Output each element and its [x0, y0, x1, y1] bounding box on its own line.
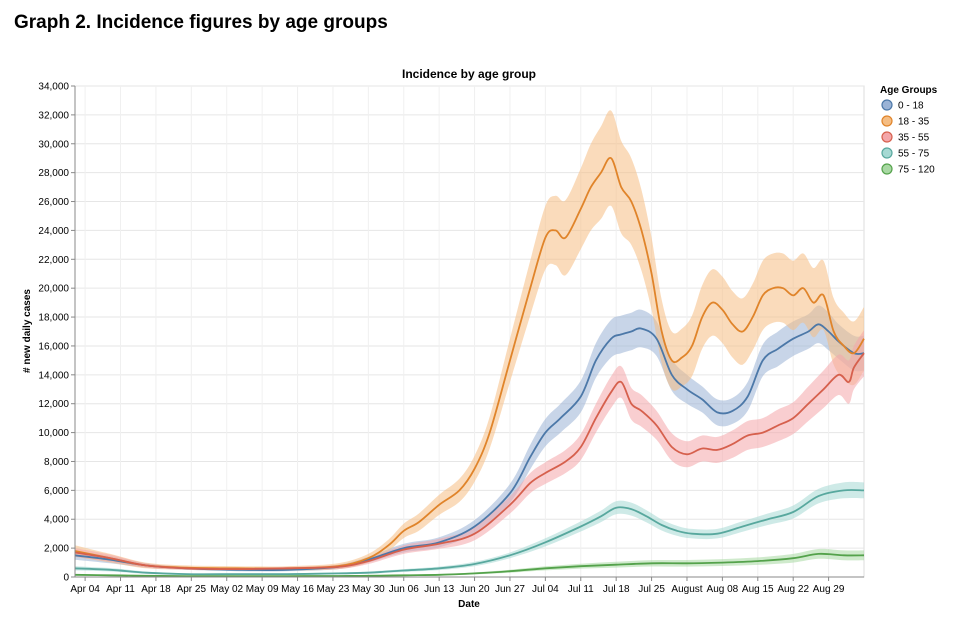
legend-swatch-18-to-35 — [881, 115, 893, 127]
y-axis-title: # new daily cases — [22, 289, 33, 373]
y-tick-label: 32,000 — [38, 110, 69, 121]
x-tick-label: May 30 — [352, 584, 385, 595]
x-tick-label: Apr 11 — [106, 584, 135, 595]
x-tick-label: Jun 20 — [460, 584, 490, 595]
y-tick-label: 26,000 — [38, 197, 69, 208]
y-tick-label: 34,000 — [38, 82, 69, 93]
line-55-to-75 — [74, 489, 865, 576]
y-tick-label: 20,000 — [38, 284, 69, 295]
legend-label-35-to-55: 35 - 55 — [898, 133, 930, 144]
y-tick-label: 6,000 — [44, 486, 69, 497]
legend-label-0-to-18: 0 - 18 — [898, 101, 924, 112]
legend: Age Groups 0 - 18 18 - 35 35 - 55 55 - 75 75… — [880, 85, 938, 176]
line-35-to-55 — [74, 352, 865, 571]
y-tick-label: 2,000 — [44, 544, 69, 555]
x-tick-label: Jul 04 — [532, 584, 559, 595]
y-tick-label: 22,000 — [38, 255, 69, 266]
line-18-to-35 — [74, 157, 865, 570]
x-tick-label: Jul 18 — [603, 584, 630, 595]
x-tick-label: Aug 15 — [742, 584, 774, 595]
legend-swatch-75-to-120 — [881, 163, 893, 175]
x-tick-label: May 23 — [317, 584, 350, 595]
x-tick-label: Jun 27 — [495, 584, 525, 595]
x-axis: Apr 04 Apr 11 Apr 18 Apr 25 May 02 May 09 May … — [70, 576, 864, 595]
y-axis: 0 2,000 4,000 6,000 8,000 10,000 12,000 14,000 1… — [38, 82, 76, 584]
y-tick-label: 0 — [63, 573, 69, 584]
y-tick-label: 14,000 — [38, 370, 69, 381]
x-tick-label: Aug 22 — [777, 584, 809, 595]
legend-label-75-to-120: 75 - 120 — [898, 165, 935, 176]
x-tick-label: Apr 25 — [177, 584, 207, 595]
x-tick-label: Jun 13 — [424, 584, 454, 595]
x-tick-label: Jul 25 — [638, 584, 665, 595]
y-tick-label: 12,000 — [38, 399, 69, 410]
y-tick-label: 10,000 — [38, 428, 69, 439]
x-tick-label: May 16 — [281, 584, 314, 595]
y-tick-label: 24,000 — [38, 226, 69, 237]
y-tick-label: 30,000 — [38, 139, 69, 150]
band-35-to-55 — [75, 330, 864, 571]
series-lines — [74, 157, 865, 578]
x-tick-label: Aug 29 — [813, 584, 845, 595]
legend-title: Age Groups — [880, 85, 938, 96]
grid — [75, 85, 864, 578]
x-tick-label: August — [671, 584, 702, 595]
x-tick-label: Jul 11 — [568, 584, 594, 595]
legend-swatch-55-to-75 — [881, 147, 893, 159]
y-tick-label: 4,000 — [44, 515, 69, 526]
line-75-to-120 — [74, 552, 865, 578]
x-tick-label: Jun 06 — [389, 584, 419, 595]
x-tick-label: May 09 — [246, 584, 279, 595]
y-tick-label: 16,000 — [38, 341, 69, 352]
chart-title: Incidence by age group — [402, 67, 536, 81]
x-axis-title: Date — [458, 599, 480, 610]
x-tick-label: Apr 04 — [70, 584, 100, 595]
x-tick-label: Apr 18 — [141, 584, 171, 595]
y-tick-label: 18,000 — [38, 313, 69, 324]
y-tick-label: 28,000 — [38, 168, 69, 179]
y-tick-label: 8,000 — [44, 457, 69, 468]
page-title: Graph 2. Incidence figures by age groups — [14, 12, 388, 33]
legend-swatch-35-to-55 — [881, 131, 893, 143]
x-tick-label: May 02 — [210, 584, 243, 595]
legend-label-55-to-75: 55 - 75 — [898, 149, 930, 160]
x-tick-label: Aug 08 — [707, 584, 739, 595]
legend-swatch-0-to-18 — [881, 99, 893, 111]
legend-label-18-to-35: 18 - 35 — [898, 117, 930, 128]
